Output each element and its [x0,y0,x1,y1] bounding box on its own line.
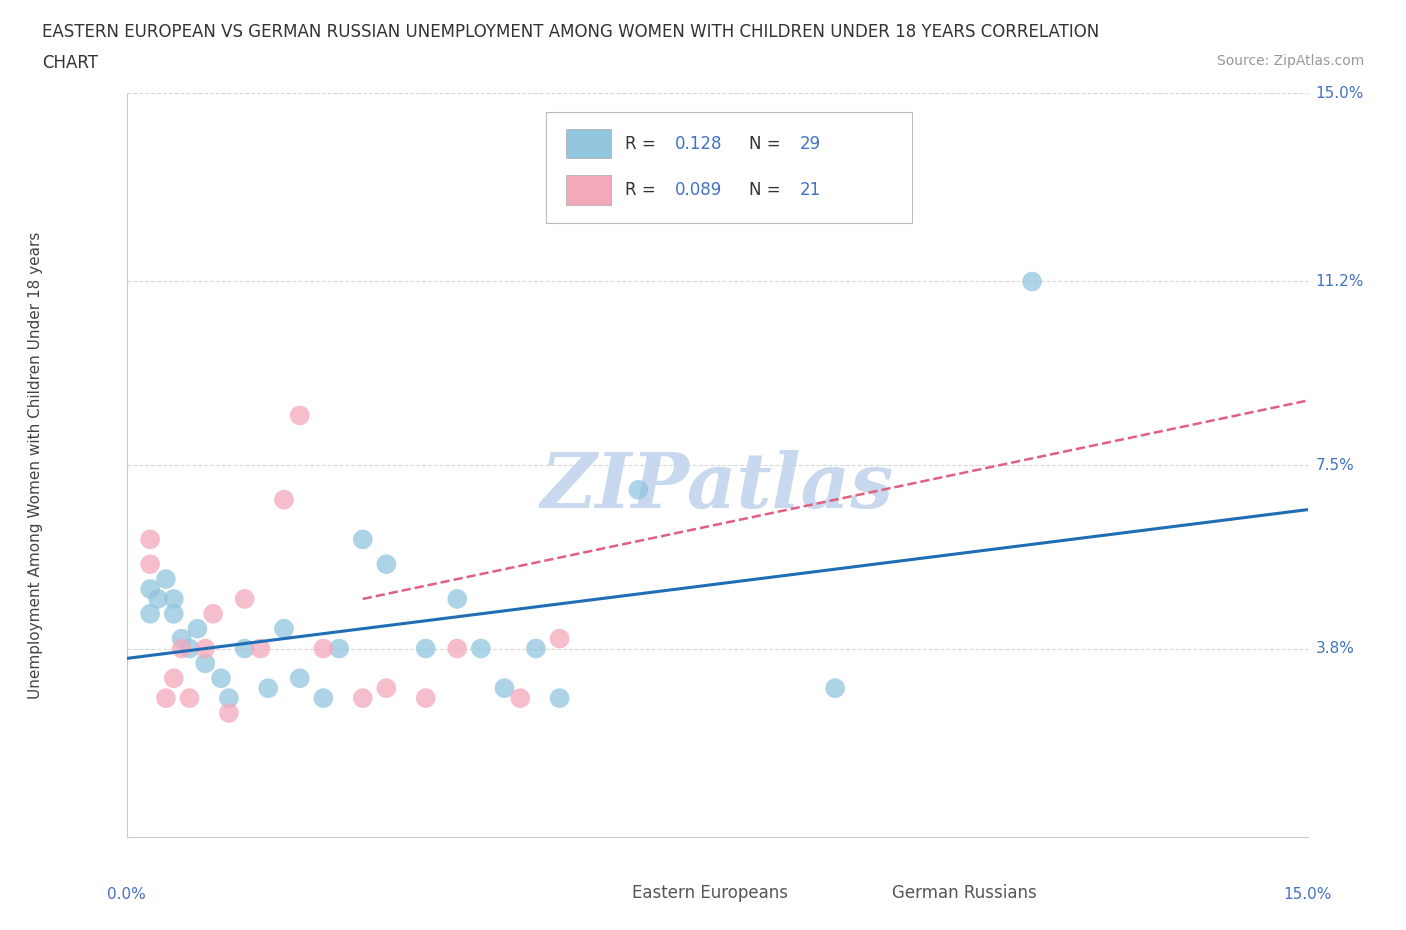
Point [375,681,398,696]
Point [288,671,311,685]
Text: ZIPatlas: ZIPatlas [540,450,894,525]
Point [273,621,295,636]
Text: 0.089: 0.089 [675,180,721,199]
Point [627,483,650,498]
Point [548,691,571,706]
Point [572,126,595,140]
Point [163,591,186,606]
Text: 7.5%: 7.5% [1316,458,1354,472]
Text: Source: ZipAtlas.com: Source: ZipAtlas.com [1216,54,1364,68]
Text: 3.8%: 3.8% [1316,641,1354,656]
Point [288,408,311,423]
Point [139,581,162,596]
Point [209,671,232,685]
Point [524,641,547,656]
Point [312,691,335,706]
Point [548,631,571,646]
Point [328,641,350,656]
Point [155,572,177,587]
Bar [575,881,620,910]
Point [194,641,217,656]
Point [202,606,225,621]
Point [139,557,162,572]
Text: 15.0%: 15.0% [1316,86,1364,100]
Point [139,532,162,547]
Text: 21: 21 [800,180,821,199]
Point [233,591,256,606]
Point [249,641,271,656]
Point [170,641,193,656]
Point [312,641,335,656]
Text: N =: N = [749,180,786,199]
Text: N =: N = [749,135,786,153]
Text: Eastern Europeans: Eastern Europeans [633,884,787,902]
Point [446,591,468,606]
Point [163,606,186,621]
Point [494,681,516,696]
Point [186,621,208,636]
Point [155,691,177,706]
Point [352,532,374,547]
Text: 15.0%: 15.0% [1284,886,1331,901]
Text: 0.128: 0.128 [675,135,723,153]
Text: 0.0%: 0.0% [107,886,146,901]
Bar [835,881,880,910]
Point [415,641,437,656]
Point [218,706,240,721]
Text: German Russians: German Russians [891,884,1036,902]
Point [146,591,169,606]
Bar [565,175,610,205]
Point [179,691,201,706]
Point [375,557,398,572]
Point [233,641,256,656]
Text: Unemployment Among Women with Children Under 18 years: Unemployment Among Women with Children U… [28,232,42,698]
Bar [565,128,610,158]
Point [352,691,374,706]
FancyBboxPatch shape [546,112,912,223]
Text: 11.2%: 11.2% [1316,274,1364,289]
Point [1021,274,1043,289]
Point [257,681,280,696]
Point [194,656,217,671]
Text: CHART: CHART [42,54,98,72]
Point [509,691,531,706]
Point [470,641,492,656]
Text: R =: R = [624,135,661,153]
Text: 29: 29 [800,135,821,153]
Point [824,681,846,696]
Point [179,641,201,656]
Point [415,691,437,706]
Point [163,671,186,685]
Point [218,691,240,706]
Point [139,606,162,621]
Text: R =: R = [624,180,661,199]
Point [273,492,295,507]
Point [170,631,193,646]
Text: EASTERN EUROPEAN VS GERMAN RUSSIAN UNEMPLOYMENT AMONG WOMEN WITH CHILDREN UNDER : EASTERN EUROPEAN VS GERMAN RUSSIAN UNEMP… [42,23,1099,41]
Point [446,641,468,656]
